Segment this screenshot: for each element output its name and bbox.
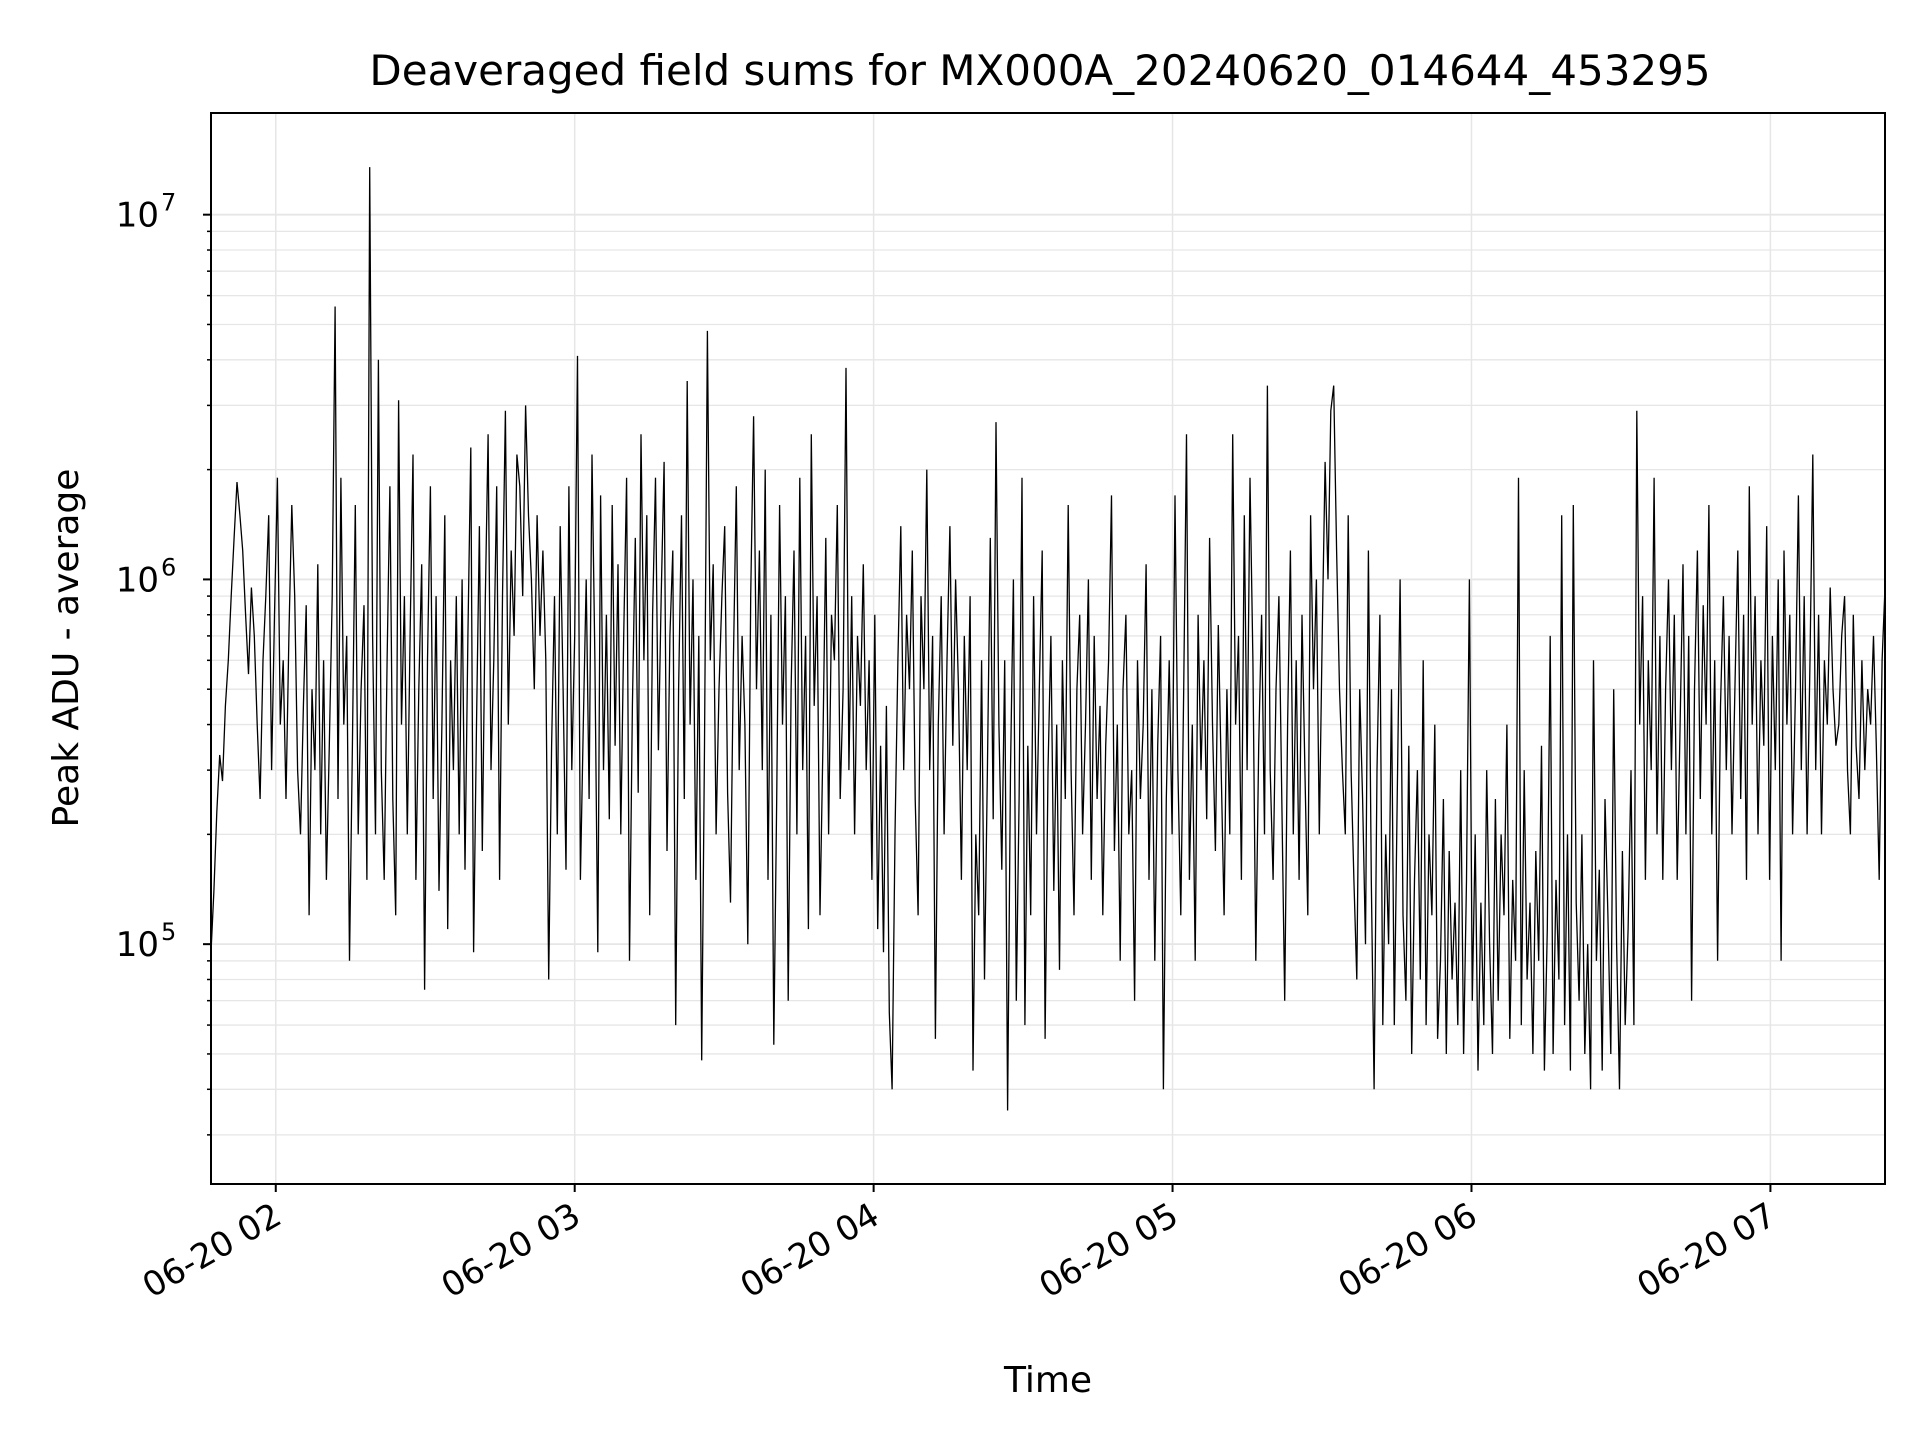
y-tick-exponent: 6 [161,553,176,581]
series-line [210,167,1886,1111]
y-tick-label: 10 [116,925,159,965]
plot-frame [210,112,1886,1185]
y-tick-exponent: 5 [161,918,176,946]
x-axis-label: Time [1003,1360,1092,1401]
y-tick-label: 10 [116,196,159,236]
y-tick-exponent: 7 [161,189,176,217]
grid-lines [211,113,1885,1184]
series-layer [210,167,1886,1111]
chart-title: Deaveraged field sums for MX000A_2024062… [369,46,1710,95]
y-axis-label: Peak ADU - average [46,469,87,828]
y-tick-label: 10 [116,560,159,600]
